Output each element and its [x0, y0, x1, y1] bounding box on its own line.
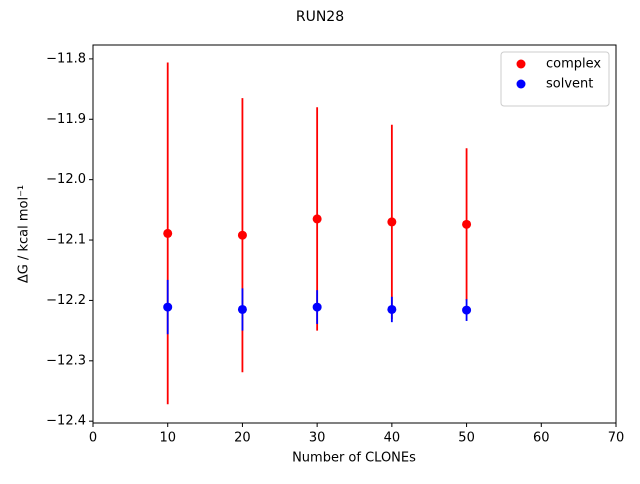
point — [237, 304, 247, 314]
legend-marker — [516, 59, 526, 69]
point — [312, 302, 322, 312]
axes-frame — [92, 44, 617, 424]
y-tick-label: −12.1 — [46, 233, 86, 248]
chart-title: RUN28 — [296, 9, 344, 25]
x-tick-label: 60 — [533, 431, 550, 446]
x-tick-label: 50 — [458, 431, 475, 446]
legend-marker — [516, 79, 526, 89]
legend-box — [500, 51, 610, 107]
x-tick-label: 30 — [309, 431, 326, 446]
y-tick-label: −12.3 — [46, 353, 86, 368]
y-tick-label: −11.8 — [46, 51, 86, 66]
y-tick-label: −12.2 — [46, 293, 86, 308]
point — [237, 230, 247, 240]
point — [163, 228, 173, 238]
point — [462, 219, 472, 229]
x-tick-label: 70 — [608, 431, 625, 446]
y-tick-label: −11.9 — [46, 112, 86, 127]
x-tick-label: 40 — [384, 431, 401, 446]
point — [387, 304, 397, 314]
point — [312, 214, 322, 224]
y-axis-label: ΔG / kcal mol⁻¹ — [17, 185, 32, 283]
x-axis-label: Number of CLONEs — [292, 451, 416, 466]
y-tick-label: −12.4 — [46, 414, 86, 429]
legend-label: solvent — [546, 77, 593, 92]
x-tick-label: 20 — [234, 431, 251, 446]
x-tick-label: 0 — [89, 431, 97, 446]
point — [387, 217, 397, 227]
point — [163, 302, 173, 312]
legend-label: complex — [546, 57, 601, 72]
point — [462, 305, 472, 315]
y-tick-label: −12.0 — [46, 172, 86, 187]
x-tick-label: 10 — [159, 431, 176, 446]
